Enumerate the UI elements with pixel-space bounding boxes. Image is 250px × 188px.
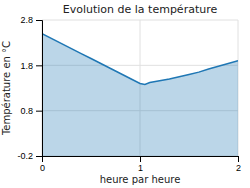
- chart: 0 1 2 -0.2 0.8 1.8 2.8 Evolution de la températ…: [0, 0, 250, 188]
- x-axis: 0 1 2: [40, 156, 241, 173]
- tick-label: 1.8: [20, 61, 33, 71]
- tick: 1: [138, 156, 143, 173]
- grid: [42, 20, 238, 156]
- tick: 0: [40, 156, 45, 173]
- tick: -0.2: [17, 151, 42, 161]
- x-axis-label: heure par heure: [100, 174, 181, 185]
- tick-mark: [140, 156, 141, 162]
- marks: [42, 34, 238, 156]
- area: [42, 34, 238, 156]
- tick: 2.8: [20, 15, 42, 25]
- tick: 2: [236, 156, 241, 173]
- tick-label: 2.8: [20, 15, 33, 25]
- axis-domain: [43, 157, 239, 163]
- tick-mark: [238, 156, 239, 162]
- line: [42, 34, 238, 85]
- plot: 0 1 2 -0.2 0.8 1.8 2.8: [17, 15, 241, 173]
- tick: 1.8: [20, 61, 42, 71]
- tick: 0.8: [20, 106, 42, 116]
- tick-mark: [36, 65, 42, 66]
- tick-label: 0: [40, 163, 45, 173]
- tick-mark: [36, 111, 42, 112]
- tick-mark: [36, 20, 42, 21]
- tick-mark: [36, 156, 42, 157]
- y-axis-label: Température en °C: [1, 41, 12, 136]
- y-axis: -0.2 0.8 1.8 2.8: [17, 15, 42, 161]
- tick-label: 2: [236, 163, 241, 173]
- title: Evolution de la température: [63, 3, 218, 16]
- tick-label: 1: [138, 163, 143, 173]
- tick-label: -0.2: [17, 151, 33, 161]
- tick-label: 0.8: [20, 106, 33, 116]
- axis-domain: [36, 21, 43, 157]
